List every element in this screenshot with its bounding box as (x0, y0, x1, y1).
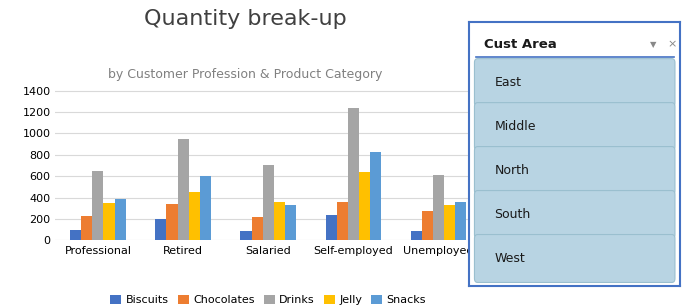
Bar (337, 202, 348, 240)
Bar (103, 203, 114, 240)
Bar (358, 172, 370, 240)
FancyBboxPatch shape (475, 103, 675, 151)
Bar (199, 176, 210, 240)
Bar (433, 175, 444, 240)
Bar (114, 199, 125, 240)
Text: South: South (495, 208, 531, 221)
FancyBboxPatch shape (475, 147, 675, 195)
Bar (326, 215, 337, 240)
Text: ▼: ▼ (650, 39, 656, 49)
Text: Middle: Middle (495, 120, 536, 133)
Bar (422, 211, 433, 240)
Bar (167, 204, 178, 240)
Bar (82, 216, 93, 240)
FancyBboxPatch shape (475, 59, 675, 107)
Bar (93, 171, 103, 240)
Text: West: West (495, 252, 525, 265)
Bar (188, 192, 199, 240)
Text: East: East (495, 76, 522, 89)
Text: ×: × (667, 39, 677, 49)
Text: North: North (495, 164, 529, 177)
Bar (455, 202, 466, 240)
Bar (273, 202, 284, 240)
Bar (348, 108, 358, 240)
Bar (444, 205, 455, 240)
Bar (370, 152, 381, 240)
Bar (156, 219, 167, 240)
Legend: Biscuits, Chocolates, Drinks, Jelly, Snacks: Biscuits, Chocolates, Drinks, Jelly, Sna… (106, 291, 430, 308)
Bar (263, 165, 273, 240)
Bar (284, 205, 295, 240)
Bar (71, 229, 82, 240)
FancyBboxPatch shape (475, 234, 675, 282)
Text: Quantity break-up: Quantity break-up (145, 9, 347, 29)
Text: Cust Area: Cust Area (484, 38, 556, 51)
Text: by Customer Profession & Product Category: by Customer Profession & Product Categor… (109, 68, 383, 81)
Bar (178, 139, 188, 240)
Bar (411, 231, 422, 240)
Bar (241, 231, 252, 240)
FancyBboxPatch shape (475, 191, 675, 238)
Bar (252, 217, 263, 240)
